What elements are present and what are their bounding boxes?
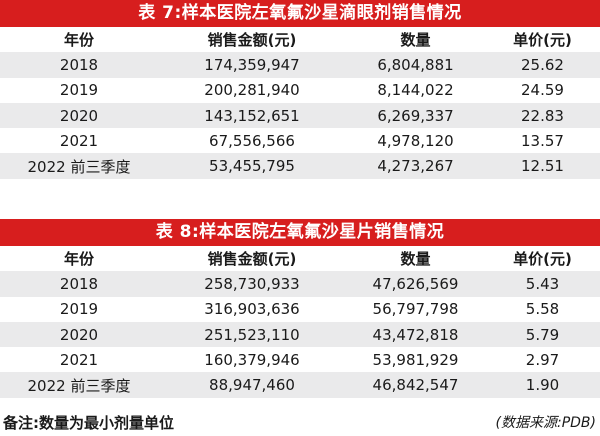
table-8-header-row: 年份 销售金额(元) 数量 单价(元) xyxy=(0,246,600,271)
cell-quantity: 4,978,120 xyxy=(377,131,454,150)
cell-sales-amount: 316,903,636 xyxy=(204,300,300,319)
table-7: 表 7:样本医院左氧氟沙星滴眼剂销售情况 年份 销售金额(元) 数量 单价(元)… xyxy=(0,0,600,179)
footer: 备注:数量为最小剂量单位 (数据来源:PDB) xyxy=(0,408,600,436)
table-7-title: 表 7:样本医院左氧氟沙星滴眼剂销售情况 xyxy=(0,0,600,27)
data-source: (数据来源:PDB) xyxy=(495,415,596,431)
cell-year: 2022 前三季度 xyxy=(27,376,131,395)
table-row: 2018 258,730,933 47,626,569 5.43 xyxy=(0,271,600,297)
header-year: 年份 xyxy=(63,31,94,50)
table-row: 2021 160,379,946 53,981,929 2.97 xyxy=(0,347,600,372)
cell-sales-amount: 200,281,940 xyxy=(204,81,300,100)
cell-quantity: 8,144,022 xyxy=(377,81,454,100)
cell-quantity: 43,472,818 xyxy=(372,325,459,344)
cell-unit-price: 25.62 xyxy=(521,55,564,74)
cell-sales-amount: 67,556,566 xyxy=(209,131,295,150)
cell-unit-price: 12.51 xyxy=(521,157,564,176)
table-row: 2018 174,359,947 6,804,881 25.62 xyxy=(0,52,600,78)
cell-quantity: 6,269,337 xyxy=(377,106,454,125)
cell-quantity: 4,273,267 xyxy=(377,157,454,176)
cell-sales-amount: 174,359,947 xyxy=(204,55,300,74)
cell-year: 2018 xyxy=(59,274,99,293)
cell-quantity: 46,842,547 xyxy=(372,376,459,395)
cell-year: 2020 xyxy=(59,325,99,344)
table-row: 2022 前三季度 53,455,795 4,273,267 12.51 xyxy=(0,153,600,179)
cell-sales-amount: 88,947,460 xyxy=(209,376,295,395)
cell-year: 2018 xyxy=(59,55,99,74)
cell-sales-amount: 143,152,651 xyxy=(204,106,300,125)
cell-unit-price: 5.43 xyxy=(525,274,560,293)
header-unit-price: 单价(元) xyxy=(513,31,572,50)
table-7-header-row: 年份 销售金额(元) 数量 单价(元) xyxy=(0,27,600,52)
header-year: 年份 xyxy=(63,250,94,269)
cell-year: 2021 xyxy=(59,350,99,369)
header-quantity: 数量 xyxy=(400,250,431,269)
table-8-title: 表 8:样本医院左氧氟沙星片销售情况 xyxy=(0,219,600,246)
cell-quantity: 56,797,798 xyxy=(372,300,459,319)
table-row: 2022 前三季度 88,947,460 46,842,547 1.90 xyxy=(0,372,600,398)
cell-year: 2019 xyxy=(59,81,99,100)
footnote: 备注:数量为最小剂量单位 xyxy=(3,413,174,432)
table-row: 2020 143,152,651 6,269,337 22.83 xyxy=(0,102,600,129)
header-sales-amount: 销售金额(元) xyxy=(207,31,297,50)
cell-year: 2020 xyxy=(59,106,99,125)
table-8: 表 8:样本医院左氧氟沙星片销售情况 年份 销售金额(元) 数量 单价(元) 2… xyxy=(0,219,600,398)
cell-unit-price: 13.57 xyxy=(521,131,564,150)
header-sales-amount: 销售金额(元) xyxy=(207,250,297,269)
cell-quantity: 47,626,569 xyxy=(372,274,459,293)
cell-unit-price: 24.59 xyxy=(521,81,564,100)
cell-year: 2019 xyxy=(59,300,99,319)
table-row: 2021 67,556,566 4,978,120 13.57 xyxy=(0,128,600,153)
cell-quantity: 53,981,929 xyxy=(372,350,459,369)
cell-unit-price: 5.79 xyxy=(525,325,560,344)
cell-unit-price: 2.97 xyxy=(525,350,560,369)
cell-year: 2021 xyxy=(59,131,99,150)
table-row: 2019 200,281,940 8,144,022 24.59 xyxy=(0,78,600,103)
cell-quantity: 6,804,881 xyxy=(377,55,454,74)
cell-year: 2022 前三季度 xyxy=(27,157,131,176)
table-row: 2020 251,523,110 43,472,818 5.79 xyxy=(0,321,600,348)
cell-sales-amount: 251,523,110 xyxy=(204,325,300,344)
cell-unit-price: 22.83 xyxy=(521,106,564,125)
cell-unit-price: 5.58 xyxy=(525,300,560,319)
cell-sales-amount: 53,455,795 xyxy=(209,157,295,176)
cell-sales-amount: 258,730,933 xyxy=(204,274,300,293)
cell-unit-price: 1.90 xyxy=(525,376,560,395)
header-unit-price: 单价(元) xyxy=(513,250,572,269)
table-row: 2019 316,903,636 56,797,798 5.58 xyxy=(0,297,600,322)
header-quantity: 数量 xyxy=(400,31,431,50)
cell-sales-amount: 160,379,946 xyxy=(204,350,300,369)
